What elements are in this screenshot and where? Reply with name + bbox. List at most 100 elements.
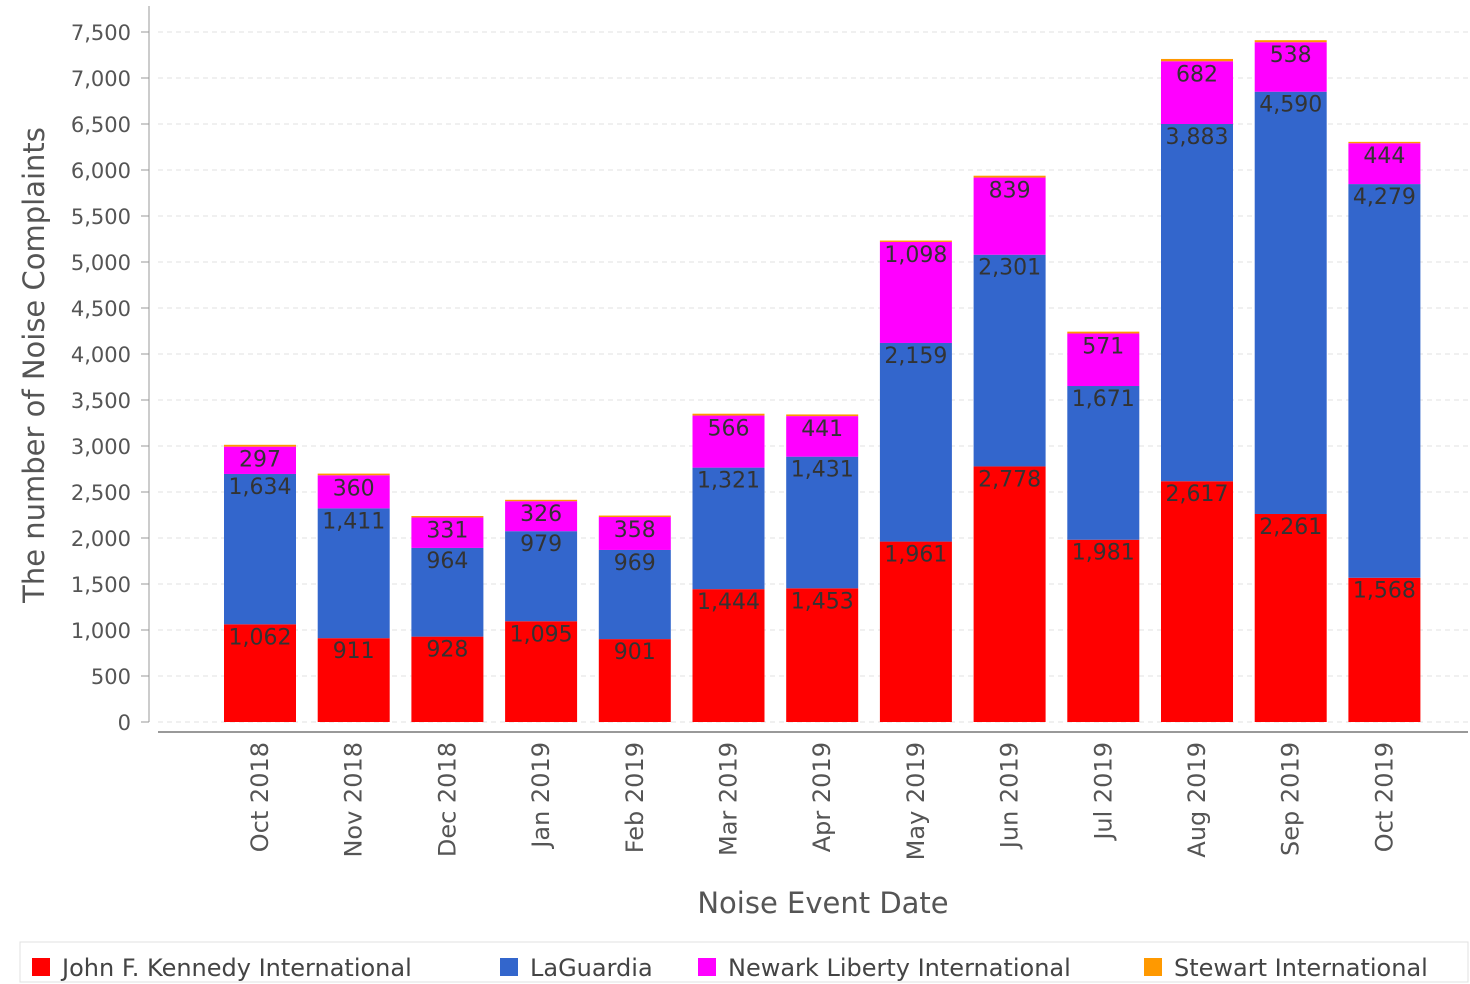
data-label: 2,261 — [1259, 515, 1322, 540]
legend-item-label: Newark Liberty International — [728, 954, 1071, 982]
y-tick-label: 4,500 — [71, 297, 131, 321]
data-label: 360 — [333, 476, 375, 501]
bar-segment — [1161, 58, 1233, 62]
y-tick-label: 0 — [118, 711, 131, 735]
y-axis-title: The number of Noise Complaints — [17, 127, 51, 604]
legend-swatch — [698, 958, 716, 976]
data-label: 1,568 — [1353, 579, 1416, 604]
legend-swatch — [1144, 958, 1162, 976]
y-tick-label: 2,500 — [71, 481, 131, 505]
bar-segment — [1161, 124, 1233, 482]
data-label: 566 — [708, 417, 750, 442]
data-label: 1,634 — [229, 475, 292, 500]
bar-segment — [411, 516, 484, 518]
bar-segment — [1254, 513, 1327, 722]
bar-segment — [1067, 331, 1140, 334]
bar-segment — [786, 456, 859, 589]
data-label: 1,321 — [697, 469, 760, 494]
y-tick-label: 5,500 — [71, 205, 131, 229]
y-tick-label: 1,500 — [71, 573, 131, 597]
legend-item-label: LaGuardia — [530, 954, 653, 982]
data-label: 1,981 — [1072, 541, 1135, 566]
bar-segment — [1254, 91, 1327, 514]
bar-segment — [692, 589, 765, 722]
y-tick-label: 7,000 — [71, 67, 131, 91]
data-label: 969 — [614, 551, 656, 576]
y-tick-label: 6,000 — [71, 159, 131, 183]
bar-segment — [692, 467, 765, 590]
bar-segment — [973, 254, 1046, 467]
bar-segment — [317, 508, 390, 639]
x-tick-label: Feb 2019 — [621, 742, 649, 853]
data-label: 1,431 — [791, 458, 854, 483]
bar-segment — [879, 541, 952, 722]
bar-segment — [1067, 386, 1140, 540]
data-label: 1,444 — [697, 590, 760, 615]
bar-segment — [505, 531, 578, 622]
bar-segment — [973, 466, 1046, 722]
data-label: 1,098 — [884, 243, 947, 268]
bar-segment — [786, 416, 859, 457]
data-label: 2,617 — [1166, 482, 1229, 507]
data-label: 2,301 — [978, 256, 1041, 281]
data-label: 1,961 — [884, 543, 947, 568]
bar-segment — [411, 547, 484, 637]
bar-segment — [505, 501, 578, 532]
y-tick-label: 6,500 — [71, 113, 131, 137]
y-tick-label: 500 — [91, 665, 131, 689]
x-tick-label: Sep 2019 — [1277, 742, 1305, 856]
bars — [224, 40, 1421, 722]
bar-segment — [505, 621, 578, 722]
x-tick-label: Oct 2019 — [1370, 742, 1398, 852]
bar-segment — [879, 241, 952, 343]
x-tick-label: Mar 2019 — [715, 742, 743, 856]
data-label: 2,778 — [978, 467, 1041, 492]
bar-segment — [973, 177, 1046, 255]
bar-segment — [411, 517, 484, 548]
bar-segment — [1254, 40, 1327, 43]
legend-item-label: John F. Kennedy International — [60, 954, 412, 982]
bar-segment — [598, 517, 671, 550]
data-label: 1,411 — [322, 509, 385, 534]
x-tick-label: Jun 2019 — [996, 742, 1024, 850]
legend-box — [19, 941, 1469, 983]
data-label: 901 — [614, 640, 656, 665]
bar-segment — [1254, 42, 1327, 92]
bar-segment — [879, 240, 952, 242]
bar-segment — [973, 175, 1046, 178]
x-tick-label: Nov 2018 — [340, 742, 368, 858]
bar-segment — [598, 549, 671, 640]
x-axis-title: Noise Event Date — [697, 886, 948, 920]
bar-segment — [224, 444, 296, 447]
x-tick-label: Dec 2018 — [433, 742, 461, 857]
y-tick-label: 3,000 — [71, 435, 131, 459]
legend-item-label: Stewart International — [1174, 954, 1428, 982]
bar-segment — [1067, 539, 1140, 722]
data-label: 331 — [426, 518, 468, 543]
y-tick-label: 4,000 — [71, 343, 131, 367]
data-label: 358 — [614, 518, 656, 543]
legend: John F. Kennedy International LaGuardia Ne… — [32, 954, 1428, 982]
bar-segment — [692, 415, 765, 468]
y-tick-label: 7,500 — [71, 21, 131, 45]
data-label: 1,062 — [229, 625, 292, 650]
y-tick-label: 3,500 — [71, 389, 131, 413]
x-tick-label: May 2019 — [902, 742, 930, 860]
x-tick-label: Jul 2019 — [1089, 742, 1117, 842]
data-label: 839 — [989, 179, 1031, 204]
data-label: 911 — [333, 639, 375, 664]
bar-segment — [224, 473, 296, 625]
bar-segment — [411, 636, 484, 722]
bar-segment — [1067, 333, 1140, 387]
data-label: 979 — [520, 532, 562, 557]
data-label: 571 — [1082, 334, 1124, 359]
y-axis: 0 500 1,000 1,500 2,000 2,500 3,000 3,500 4,000 4… — [71, 6, 150, 735]
bar-segment — [879, 342, 952, 542]
data-label: 1,453 — [791, 589, 854, 614]
bar-segment — [598, 515, 671, 518]
data-label: 3,883 — [1166, 125, 1229, 150]
x-tick-label: Apr 2019 — [808, 742, 836, 852]
x-tick-label: Jan 2019 — [527, 742, 555, 850]
